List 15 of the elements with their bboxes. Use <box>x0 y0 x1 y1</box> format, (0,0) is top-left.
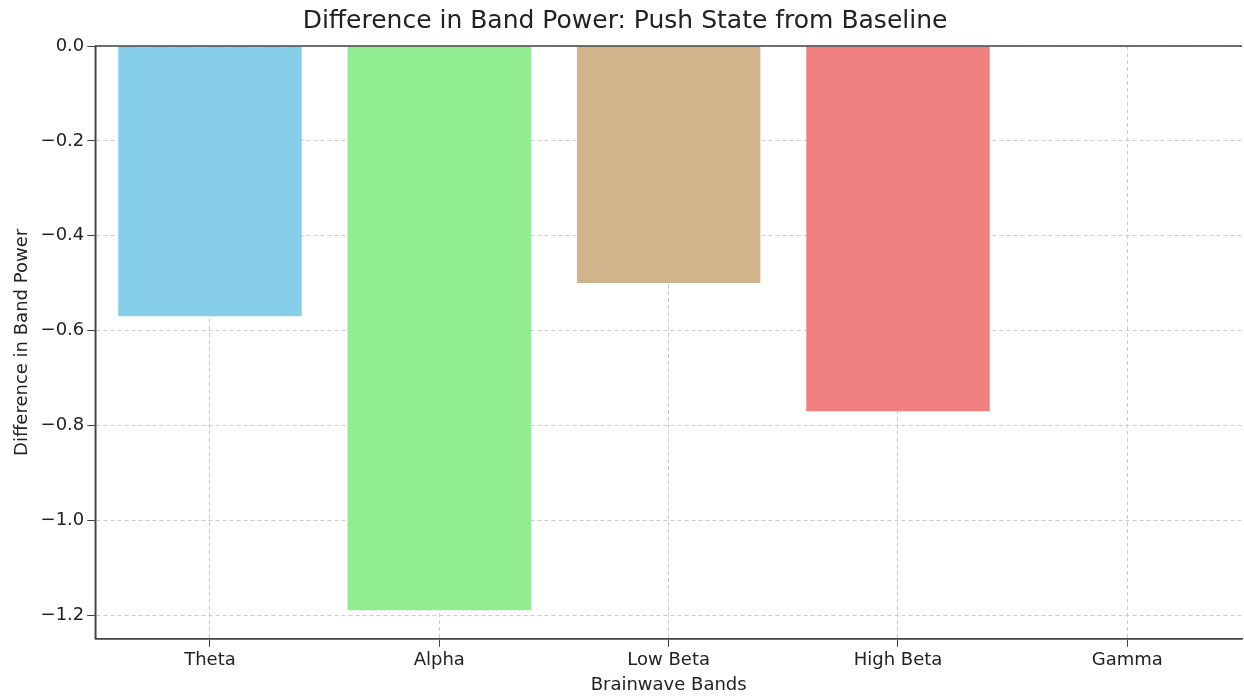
x-tick-label: Alpha <box>413 648 465 670</box>
x-tick-label: High Beta <box>853 648 943 670</box>
y-tick-label: −0.6 <box>40 318 85 340</box>
y-tick-label: 0.0 <box>55 33 85 55</box>
y-tick-label: −0.4 <box>40 223 85 245</box>
x-tick-label: Gamma <box>1091 648 1163 670</box>
y-tick-label: −0.2 <box>40 128 85 150</box>
x-axis-title: Brainwave Bands <box>590 672 747 694</box>
x-tick-label: Low Beta <box>627 648 710 670</box>
y-tick-label: −1.2 <box>40 602 85 624</box>
y-tick-label: −1.0 <box>40 507 85 529</box>
y-axis-title: Difference in Band Power <box>10 228 32 456</box>
chart-title: Difference in Band Power: Push State from Baseline <box>302 4 948 34</box>
x-tick-label: Theta <box>183 648 236 670</box>
y-tick-label: −0.8 <box>40 413 85 435</box>
